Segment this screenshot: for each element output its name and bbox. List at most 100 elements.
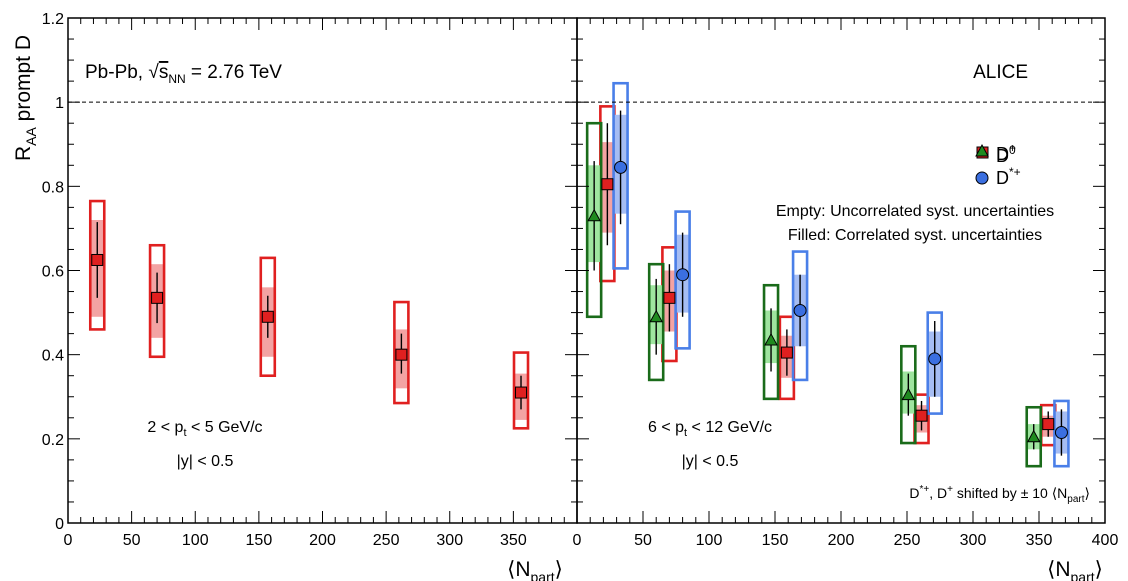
left-pt-sub: t: [183, 427, 186, 439]
data-point-d0: [780, 346, 793, 359]
uncorrelated-syst-box: [512, 351, 530, 430]
right-xlabel-a: ⟨N: [1047, 558, 1070, 581]
y-tick-label: 0.6: [42, 264, 64, 281]
legend-dstar-sup: *+: [1009, 165, 1021, 179]
right-pt-range: 6 < pt < 12 GeV/c: [648, 419, 772, 439]
uncorrelated-syst-box: [1053, 399, 1070, 468]
legend-d0-sup: 0: [1009, 143, 1016, 157]
legend-dstar-marker: [975, 171, 989, 185]
data-point-d0: [91, 253, 104, 266]
left-pt-a: 2 < p: [147, 419, 183, 436]
data-point-dstar: [793, 303, 807, 317]
legend-dplus-marker: [975, 143, 989, 157]
x-tick-label: 0: [64, 532, 73, 549]
system-sqrt: √: [148, 62, 159, 83]
data-point-d0: [515, 386, 528, 399]
data-point-dplus: [649, 309, 664, 323]
left-xlabel-sub: part: [531, 569, 555, 581]
shift-sup2: +: [947, 484, 953, 495]
y-axis-label: RAA prompt D: [12, 35, 39, 161]
right-pt-sub: t: [684, 427, 687, 439]
x-tick-label: 150: [762, 532, 789, 549]
left-panel: 0 50 100 150 200 250 300 350 0 0.2 0.4 0.6 0.8 1 1.2 R…: [12, 11, 578, 581]
left-xlabel-b: ⟩: [555, 558, 563, 581]
y-tick-label: 1: [55, 95, 64, 112]
note-filled: Filled: Correlated syst. uncertainties: [788, 227, 1042, 244]
data-point-dplus: [587, 208, 602, 222]
x-tick-label: 150: [246, 532, 273, 549]
x-tick-label: 100: [182, 532, 209, 549]
data-point-d0: [601, 178, 614, 191]
x-tick-label: 200: [828, 532, 855, 549]
data-point-d0: [1042, 418, 1055, 431]
y-tick-label: 0.8: [42, 179, 64, 196]
y-axis-label-sub: AA: [23, 127, 39, 146]
x-tick-label: 350: [500, 532, 527, 549]
data-point-dstar: [1054, 426, 1068, 440]
uncorrelated-syst-box: [791, 250, 809, 382]
right-pt-b: < 12 GeV/c: [687, 419, 772, 436]
legend-dplus-label: D+: [996, 141, 1016, 164]
left-pt-b: < 5 GeV/c: [187, 419, 263, 436]
right-rapidity: |y| < 0.5: [682, 453, 739, 470]
right-pt-a: 6 < p: [648, 419, 684, 436]
right-xlabel-b: ⟩: [1095, 558, 1103, 581]
left-x-axis-label: ⟨Npart⟩: [507, 558, 563, 581]
uncorrelated-syst-box: [674, 210, 691, 350]
shift-sup1: *+: [920, 484, 930, 495]
data-point-d0: [395, 348, 408, 361]
uncorrelated-syst-box: [393, 300, 410, 405]
x-tick-label: 50: [123, 532, 141, 549]
left-rapidity: |y| < 0.5: [177, 453, 234, 470]
shift-a: D: [909, 485, 919, 501]
legend: D0 D+ D*+: [975, 141, 1021, 188]
shift-d: ⟩: [1085, 485, 1090, 501]
legend-dplus-sup: +: [1009, 141, 1016, 155]
uncorrelated-syst-box: [762, 283, 780, 401]
data-point-dplus: [901, 387, 916, 401]
uncorrelated-syst-box: [1025, 405, 1043, 468]
shift-sub: part: [1067, 494, 1084, 505]
uncorrelated-syst-box: [926, 311, 944, 415]
alice-label: ALICE: [973, 62, 1028, 83]
system-s: s: [159, 62, 169, 83]
right-x-axis-label: ⟨Npart⟩: [1047, 558, 1103, 581]
left-data-points: [91, 222, 528, 410]
y-tick-label: 0: [55, 516, 64, 533]
uncorrelated-syst-box: [148, 243, 166, 359]
x-tick-label: 400: [1092, 532, 1119, 549]
data-point-d0: [663, 291, 676, 304]
left-uncertainty-boxes: [88, 199, 530, 430]
uncorrelated-syst-box: [612, 81, 629, 270]
x-tick-label: 350: [1026, 532, 1053, 549]
right-axis-ticks: 0 50 100 150 200 250 300 350 400: [573, 17, 1119, 549]
right-panel: 0 50 100 150 200 250 300 350 400 ALICE D0 D+ D*+…: [573, 17, 1119, 581]
system-label: Pb-Pb, √sNN = 2.76 TeV: [85, 62, 282, 86]
left-axis-ticks: 0 50 100 150 200 250 300 350 0 0.2 0.4 0.6 0.8 1 1.2: [42, 11, 578, 549]
y-tick-label: 1.2: [42, 11, 64, 28]
x-tick-label: 0: [573, 532, 582, 549]
data-point-dstar: [928, 352, 942, 366]
data-point-dplus: [1026, 429, 1041, 443]
system-sub: NN: [168, 72, 185, 86]
data-point-dstar: [676, 268, 690, 282]
right-uncertainty-boxes: [585, 81, 1070, 468]
uncorrelated-syst-box: [900, 344, 917, 445]
data-point-d0: [915, 409, 928, 422]
x-tick-label: 250: [894, 532, 921, 549]
shift-note: D*+, D+ shifted by ± 10 ⟨Npart⟩: [909, 484, 1090, 505]
left-pt-range: 2 < pt < 5 GeV/c: [147, 419, 262, 439]
right-plot-frame: [576, 17, 1106, 524]
uncorrelated-syst-box: [585, 121, 603, 319]
data-point-d0: [261, 310, 274, 323]
legend-dstar-label: D*+: [996, 165, 1021, 188]
note-empty: Empty: Uncorrelated syst. uncertainties: [776, 203, 1054, 220]
shift-b: , D: [929, 485, 947, 501]
y-axis-label-r: R: [12, 146, 35, 161]
y-tick-label: 0.4: [42, 348, 64, 365]
right-data-points: [587, 110, 1068, 456]
right-xlabel-sub: part: [1071, 569, 1095, 581]
data-point-dstar: [614, 160, 628, 174]
left-plot-frame: [67, 17, 578, 524]
